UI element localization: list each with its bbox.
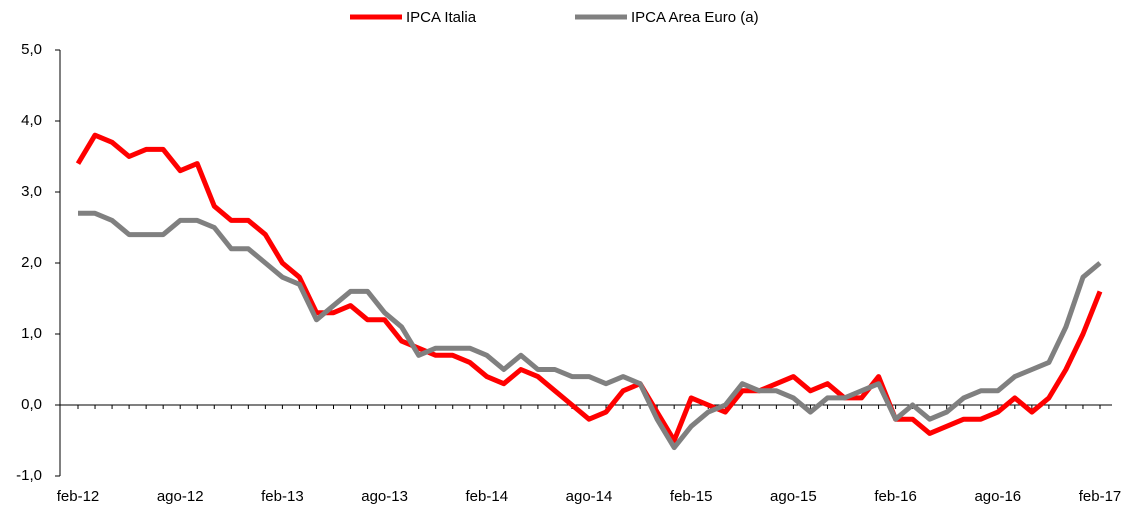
x-tick-label: ago-12 [157,488,204,505]
y-tick-label: 2,0 [21,254,42,271]
x-tick-label: feb-14 [466,488,509,505]
x-tick-label: ago-15 [770,488,817,505]
y-tick-label: 5,0 [21,41,42,58]
x-tick-label: ago-14 [566,488,613,505]
x-tick-label: ago-13 [361,488,408,505]
x-tick-label: feb-13 [261,488,304,505]
legend-label: IPCA Italia [406,9,477,26]
series-line [75,132,1103,443]
x-tick-label: ago-16 [974,488,1021,505]
x-tick-label: feb-16 [874,488,917,505]
x-tick-label: feb-12 [57,488,100,505]
series-line [78,210,1102,451]
legend-label: IPCA Area Euro (a) [631,9,759,26]
y-tick-label: 4,0 [21,112,42,129]
x-tick-label: feb-17 [1079,488,1122,505]
y-tick-label: 0,0 [21,396,42,413]
y-tick-label: -1,0 [16,467,42,484]
y-tick-label: 1,0 [21,325,42,342]
x-tick-label: feb-15 [670,488,713,505]
y-tick-label: 3,0 [21,183,42,200]
